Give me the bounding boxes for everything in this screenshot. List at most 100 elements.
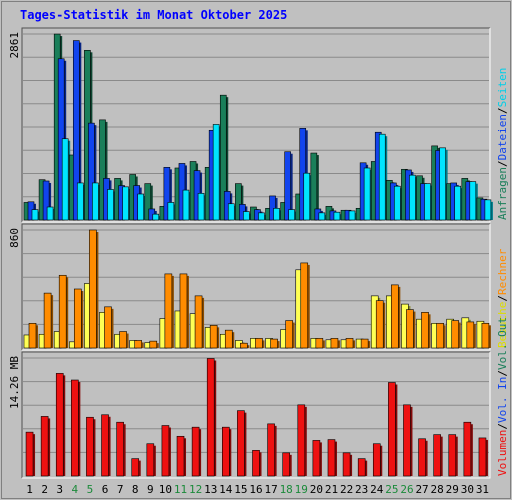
day-label-19: 19 <box>295 483 308 496</box>
day-label-8: 8 <box>132 483 139 496</box>
bar-dateien-day-2-side <box>49 182 52 220</box>
panel-requests-legend: Anfragen/Dateien/Seiten <box>496 68 509 220</box>
bar-volumen-day-9 <box>146 443 155 477</box>
bar-rechner-day-24-side <box>383 302 386 348</box>
legend-rechner: Rechner <box>496 248 509 295</box>
bar-volumen-day-7-side <box>123 424 126 476</box>
day-label-11: 11 <box>174 483 187 496</box>
bar-volumen-day-24-side <box>380 445 383 476</box>
bar-rechner-day-26 <box>406 309 414 349</box>
bar-rechner-day-14 <box>224 329 233 349</box>
bar-rechner-day-18 <box>285 320 293 349</box>
legend-separator: / <box>496 370 509 377</box>
bar-volumen-day-21-side <box>334 441 337 476</box>
bar-rechner-day-21-side <box>337 340 340 348</box>
bar-rechner-day-4-side <box>81 291 84 348</box>
day-label-7: 7 <box>117 483 124 496</box>
bar-rechner-day-6-side <box>111 308 114 348</box>
bar-anfragen-day-9-side <box>150 185 153 220</box>
bar-seiten-day-31-side <box>490 201 493 220</box>
day-label-28: 28 <box>431 483 444 496</box>
bar-volumen-day-27 <box>418 438 426 477</box>
bar-rechner-day-25 <box>391 284 399 349</box>
bar-seiten-day-24 <box>378 133 386 221</box>
bar-volumen-day-24 <box>372 443 381 477</box>
bar-volumen-day-19-side <box>304 406 307 476</box>
bar-volumen-day-29-side <box>455 436 458 476</box>
panel-visits-legend: Besuche/Rechner <box>496 248 509 348</box>
bar-seiten-day-2 <box>46 206 54 221</box>
bar-volumen-day-12-side <box>199 429 202 476</box>
bar-seiten-day-31 <box>484 199 492 221</box>
bar-rechner-day-15-side <box>247 345 250 348</box>
bar-seiten-day-26 <box>409 174 416 221</box>
bar-rechner-day-26-side <box>413 311 416 348</box>
bar-volumen-day-26-side <box>410 406 413 476</box>
day-label-18: 18 <box>280 483 293 496</box>
bar-anfragen-day-9 <box>144 183 152 221</box>
bar-rechner-day-9-side <box>156 343 159 348</box>
bar-volumen-day-13 <box>206 358 215 477</box>
bar-rechner-day-3 <box>58 274 67 349</box>
bar-volumen-day-4 <box>71 379 79 477</box>
bar-volumen-day-30 <box>463 421 472 477</box>
bar-seiten-day-27 <box>424 183 431 221</box>
day-label-5: 5 <box>87 483 94 496</box>
bar-volumen-day-11-side <box>184 438 187 476</box>
bar-rechner-day-5 <box>89 229 97 349</box>
bar-volumen-day-30-side <box>470 424 473 476</box>
bar-volumen-day-22-side <box>350 454 353 476</box>
bar-rechner-day-2 <box>43 292 52 349</box>
bar-seiten-day-17 <box>273 207 280 221</box>
bar-rechner-day-29 <box>451 320 460 349</box>
bar-seiten-day-7 <box>122 186 129 221</box>
bar-dateien-day-17 <box>269 195 276 221</box>
bar-volumen-day-6-side <box>108 416 111 476</box>
day-label-24: 24 <box>370 483 384 496</box>
bar-rechner-day-6 <box>104 306 112 349</box>
day-label-9: 9 <box>147 483 154 496</box>
bar-seiten-day-16 <box>258 212 265 221</box>
bar-volumen-day-21 <box>327 439 336 477</box>
bar-rechner-day-31-side <box>488 325 491 348</box>
bar-seiten-day-23 <box>363 167 371 221</box>
bar-rechner-day-7-side <box>126 333 129 348</box>
bar-rechner-day-11-side <box>186 275 189 348</box>
day-label-29: 29 <box>446 483 459 496</box>
bar-seiten-day-21 <box>333 211 341 221</box>
bar-rechner-day-10 <box>164 273 173 349</box>
bar-volumen-day-25-side <box>395 384 398 476</box>
day-label-15: 15 <box>234 483 247 496</box>
bar-seiten-day-12 <box>197 193 205 221</box>
bar-rechner-day-8 <box>134 340 142 349</box>
bar-volumen-day-6 <box>101 414 109 477</box>
bar-rechner-day-22 <box>345 338 354 349</box>
bar-rechner-day-16-side <box>262 340 265 348</box>
bar-volumen-day-22 <box>342 452 351 477</box>
bar-anfragen-day-20-side <box>316 155 319 220</box>
legend-volumen: Volumen <box>496 430 509 476</box>
bar-dateien-day-5-side <box>94 125 97 220</box>
bar-rechner-day-9 <box>149 340 158 349</box>
bar-seiten-day-5 <box>92 182 99 221</box>
day-label-20: 20 <box>310 483 323 496</box>
bar-rechner-day-17 <box>270 338 278 349</box>
bar-rechner-day-17-side <box>277 341 280 348</box>
day-label-3: 3 <box>56 483 63 496</box>
legend-besuche: Besuche <box>496 302 509 348</box>
day-label-4: 4 <box>72 483 79 496</box>
panel-visits-shadow <box>21 223 490 350</box>
bar-rechner-day-23 <box>360 338 369 349</box>
bar-rechner-day-7 <box>119 331 127 349</box>
bar-volumen-day-1-side <box>33 434 36 476</box>
bar-rechner-day-31 <box>481 323 490 349</box>
day-label-23: 23 <box>355 483 368 496</box>
bar-volumen-day-29 <box>448 434 457 477</box>
bar-rechner-day-28-side <box>443 325 446 348</box>
bar-seiten-day-11 <box>182 189 190 221</box>
bar-rechner-day-1 <box>28 323 37 349</box>
bar-seiten-day-29 <box>454 185 462 221</box>
